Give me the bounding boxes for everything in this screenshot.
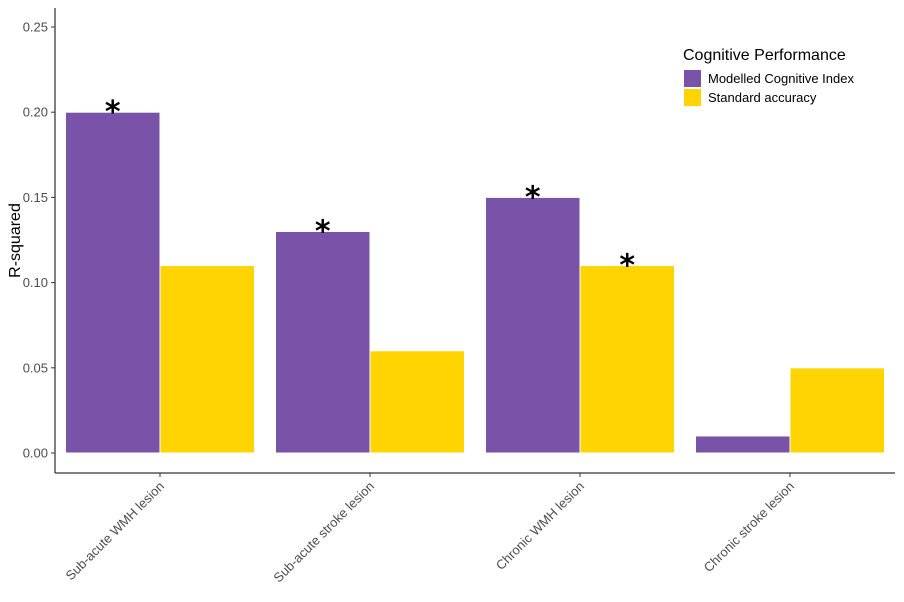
significance-star: * (105, 95, 121, 130)
y-ticks: 0.00 0.05 0.10 0.15 0.20 0.25 (23, 20, 55, 461)
y-tick-label: 0.25 (23, 20, 48, 35)
x-tick-label: Chronic WMH lesion (493, 479, 587, 573)
bars-layer (65, 111, 885, 454)
y-tick-label: 0.15 (23, 190, 48, 205)
bar-standard-1 (369, 350, 465, 454)
legend-key (684, 70, 701, 87)
bar-modelled-3 (695, 435, 791, 454)
legend-label: Standard accuracy (708, 90, 817, 105)
x-ticks: Sub-acute WMH lesion Sub-acute stroke les… (63, 473, 797, 586)
legend: Cognitive Performance Modelled Cognitive… (683, 47, 854, 106)
x-tick-label: Chronic stroke lesion (701, 479, 797, 575)
bar-modelled-0 (65, 111, 161, 454)
y-tick-label: 0.05 (23, 360, 48, 375)
bar-modelled-1 (275, 230, 371, 454)
y-tick-label: 0.20 (23, 105, 48, 120)
x-tick-label: Sub-acute WMH lesion (63, 479, 168, 584)
x-tick-label: Sub-acute stroke lesion (270, 479, 377, 586)
legend-label: Modelled Cognitive Index (708, 71, 854, 86)
bar-standard-3 (789, 367, 885, 454)
y-axis-title: R-squared (7, 203, 24, 278)
axes-layer (54, 8, 895, 474)
bar-modelled-2 (485, 196, 581, 454)
significance-star: * (619, 249, 635, 284)
legend-key (684, 89, 701, 106)
significance-star: * (525, 180, 541, 215)
significance-star: * (315, 214, 331, 249)
bar-standard-2 (579, 265, 675, 454)
annotations-layer: * * * * (105, 95, 636, 283)
legend-title: Cognitive Performance (683, 47, 846, 64)
bar-standard-0 (159, 265, 255, 454)
y-tick-label: 0.10 (23, 275, 48, 290)
y-tick-label: 0.00 (23, 446, 48, 461)
